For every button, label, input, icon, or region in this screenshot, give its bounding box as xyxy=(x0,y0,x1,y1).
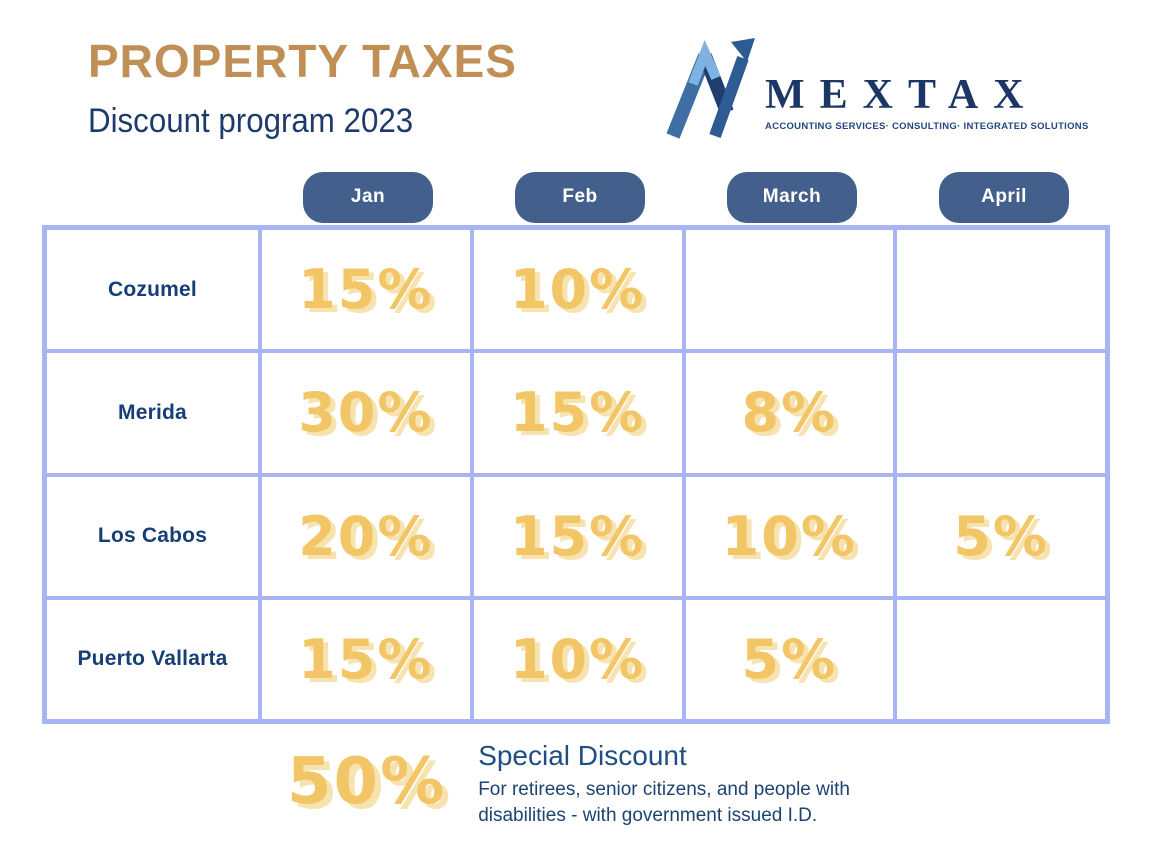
discount-cell: 5% xyxy=(685,599,894,719)
month-pill-march: March xyxy=(727,171,857,223)
discount-cell: 15% xyxy=(473,476,682,596)
discount-cell: 10% xyxy=(473,230,682,350)
discount-cell xyxy=(897,599,1105,719)
special-discount-text: Special Discount For retirees, senior ci… xyxy=(478,740,850,828)
city-label: Merida xyxy=(47,353,258,473)
month-header-cell: April xyxy=(898,171,1110,223)
city-label: Los Cabos xyxy=(47,476,258,596)
mextax-logo: MEXTAX ACCOUNTING SERVICES· CONSULTING· … xyxy=(663,36,1089,140)
page-title: PROPERTY TAXES xyxy=(88,35,517,87)
discount-cell: 10% xyxy=(685,476,894,596)
discount-cell xyxy=(897,353,1105,473)
logo-text: MEXTAX ACCOUNTING SERVICES· CONSULTING· … xyxy=(765,74,1089,132)
special-discount-description-line2: disabilities - with government issued I.… xyxy=(478,804,818,826)
month-header-cell: Jan xyxy=(262,171,474,223)
discount-cell: 10% xyxy=(473,599,682,719)
special-discount-title: Special Discount xyxy=(478,740,687,771)
special-discount-value: 50% xyxy=(287,745,447,819)
discount-cell: 5% xyxy=(897,476,1105,596)
city-label: Cozumel xyxy=(47,230,258,350)
month-pill-feb: Feb xyxy=(515,171,645,223)
month-header-cell: Feb xyxy=(474,171,686,223)
month-pill-april: April xyxy=(939,171,1069,223)
special-discount-description: For retirees, senior citizens, and peopl… xyxy=(478,777,850,828)
discount-cell: 15% xyxy=(262,599,470,719)
title-block: PROPERTY TAXES Discount program 2023 xyxy=(88,34,517,141)
discount-cell xyxy=(685,230,894,350)
mextax-mountain-arrow-icon xyxy=(666,38,755,139)
logo-wordmark: MEXTAX xyxy=(765,72,1039,118)
discount-cell: 15% xyxy=(473,353,682,473)
special-discount-description-line1: For retirees, senior citizens, and peopl… xyxy=(478,779,850,801)
discount-cell: 20% xyxy=(262,476,470,596)
special-discount-section: 50% Special Discount For retirees, senio… xyxy=(287,740,850,828)
month-header-row: Jan Feb March April xyxy=(42,171,1110,223)
discount-cell: 8% xyxy=(685,353,894,473)
page-subtitle: Discount program 2023 xyxy=(88,102,414,140)
month-pill-jan: Jan xyxy=(303,171,433,223)
city-label: Puerto Vallarta xyxy=(47,599,258,719)
logo-tagline: ACCOUNTING SERVICES· CONSULTING· INTEGRA… xyxy=(765,121,1089,132)
month-header-cell: March xyxy=(686,171,898,223)
discount-cell: 30% xyxy=(262,353,470,473)
discount-table: Cozumel 15% 10% Merida 30% 15% 8% Los Cabos 20% 1… xyxy=(42,225,1110,724)
discount-cell xyxy=(897,230,1105,350)
discount-cell: 15% xyxy=(262,230,470,350)
